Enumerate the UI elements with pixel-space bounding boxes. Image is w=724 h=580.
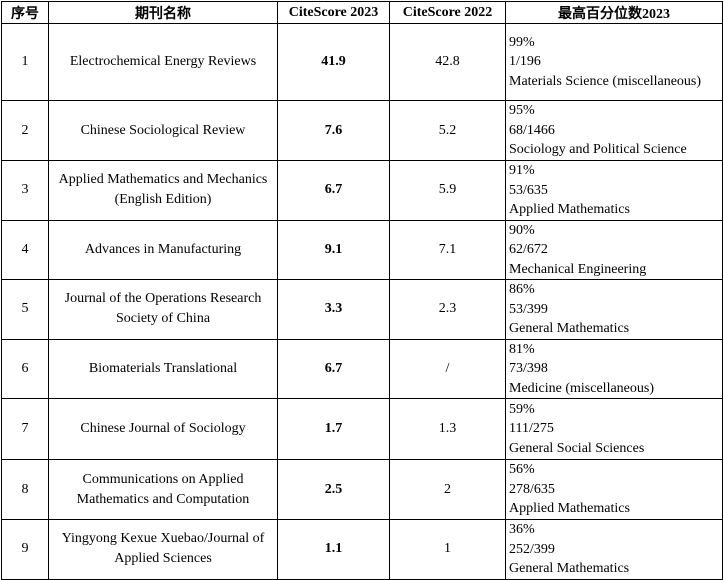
row-number: 5 — [1, 279, 49, 340]
percentile: 90% — [509, 222, 535, 238]
journal-name: Communications on Applied Mathematics an… — [48, 459, 278, 520]
rank: 68/1466 — [509, 122, 555, 138]
table-row: 5 Journal of the Operations Research Soc… — [1, 279, 723, 340]
citescore-2023: 6.7 — [277, 160, 390, 221]
percentile-cell: 90% 62/672 Mechanical Engineering — [505, 219, 723, 280]
row-number: 6 — [1, 338, 49, 399]
percentile: 99% — [509, 34, 535, 50]
citescore-2023: 1.7 — [277, 398, 390, 460]
subject-field: General Mathematics — [509, 561, 630, 576]
header-cs2022: CiteScore 2022 — [389, 1, 506, 24]
row-number: 3 — [1, 160, 49, 221]
percentile-cell: 99% 1/196 Materials Science (miscellaneous… — [505, 23, 723, 101]
subject-field: Applied Mathematics — [509, 501, 630, 517]
subject-field: Medicine (miscellaneous) — [509, 380, 655, 396]
percentile: 86% — [509, 282, 535, 297]
row-number: 8 — [1, 459, 49, 520]
rank: 111/275 — [509, 421, 554, 437]
percentile-cell: 36% 252/399 General Mathematics — [505, 519, 723, 580]
percentile-cell: 81% 73/398 Medicine (miscellaneous) — [505, 338, 723, 399]
citescore-2022: / — [389, 338, 506, 399]
subject-field: General Social Sciences — [509, 440, 645, 456]
table-row: 1 Electrochemical Energy Reviews 41.9 42… — [1, 23, 723, 101]
rank: 53/399 — [509, 301, 548, 317]
journal-name: Chinese Sociological Review — [48, 100, 278, 161]
rank: 278/635 — [509, 481, 555, 497]
percentile-cell: 59% 111/275 General Social Sciences — [505, 398, 723, 460]
rank: 73/398 — [509, 361, 548, 376]
journal-name: Journal of the Operations Research Socie… — [48, 279, 278, 340]
citescore-2022: 1.3 — [389, 398, 506, 460]
citescore-2023: 7.6 — [277, 100, 390, 161]
subject-field: General Mathematics — [509, 321, 630, 336]
citescore-2023: 41.9 — [277, 23, 390, 101]
row-number: 7 — [1, 398, 49, 460]
percentile-cell: 56% 278/635 Applied Mathematics — [505, 459, 723, 520]
rank: 252/399 — [509, 541, 555, 557]
header-journal: 期刊名称 — [48, 1, 278, 24]
percentile: 95% — [509, 103, 535, 119]
citescore-2023: 3.3 — [277, 279, 390, 340]
header-cs2023: CiteScore 2023 — [277, 1, 390, 24]
table-row: 6 Biomaterials Translational 6.7 / 81% 73… — [1, 338, 723, 399]
citescore-2022: 2.3 — [389, 279, 506, 340]
percentile-cell: 91% 53/635 Applied Mathematics — [505, 160, 723, 221]
table-row: 7 Chinese Journal of Sociology 1.7 1.3 5… — [1, 398, 723, 460]
journal-name: Electrochemical Energy Reviews — [48, 23, 278, 101]
row-number: 4 — [1, 219, 49, 280]
citescore-2022: 5.9 — [389, 160, 506, 221]
header-percentile: 最高百分位数2023 — [505, 1, 723, 24]
citescore-2022: 7.1 — [389, 219, 506, 280]
citescore-2023: 6.7 — [277, 338, 390, 399]
percentile: 56% — [509, 462, 535, 478]
subject-field: Applied Mathematics — [509, 202, 630, 217]
percentile: 91% — [509, 163, 535, 178]
percentile: 59% — [509, 401, 535, 417]
row-number: 2 — [1, 100, 49, 161]
citescore-2022: 5.2 — [389, 100, 506, 161]
journal-name: Biomaterials Translational — [48, 338, 278, 399]
rank: 62/672 — [509, 242, 548, 257]
journal-name: Yingyong Kexue Xuebao/Journal of Applied… — [48, 519, 278, 580]
percentile-cell: 95% 68/1466 Sociology and Political Scienc… — [505, 100, 723, 161]
table-row: 4 Advances in Manufacturing 9.1 7.1 90% 6… — [1, 219, 723, 280]
percentile-cell: 86% 53/399 General Mathematics — [505, 279, 723, 340]
citescore-2023: 2.5 — [277, 459, 390, 520]
citescore-2022: 42.8 — [389, 23, 506, 101]
citescore-2023: 1.1 — [277, 519, 390, 580]
header-row: 序号 期刊名称 CiteScore 2023 CiteScore 2022 最高… — [1, 1, 723, 24]
citescore-2022: 1 — [389, 519, 506, 580]
citescore-2023: 9.1 — [277, 219, 390, 280]
header-no: 序号 — [1, 1, 49, 24]
percentile: 81% — [509, 341, 535, 357]
rank: 1/196 — [509, 54, 541, 70]
journal-name: Applied Mathematics and Mechanics (Engli… — [48, 160, 278, 221]
rank: 53/635 — [509, 182, 548, 198]
journal-name: Chinese Journal of Sociology — [48, 398, 278, 460]
citescore-2022: 2 — [389, 459, 506, 520]
subject-field: Sociology and Political Science — [509, 142, 687, 158]
table-row: 3 Applied Mathematics and Mechanics (Eng… — [1, 160, 723, 221]
table-row: 9 Yingyong Kexue Xuebao/Journal of Appli… — [1, 519, 723, 580]
row-number: 1 — [1, 23, 49, 101]
subject-field: Mechanical Engineering — [509, 261, 647, 277]
subject-field: Materials Science (miscellaneous) — [509, 73, 702, 89]
journal-name: Advances in Manufacturing — [48, 219, 278, 280]
table-row: 2 Chinese Sociological Review 7.6 5.2 95… — [1, 100, 723, 161]
row-number: 9 — [1, 519, 49, 580]
percentile: 36% — [509, 522, 535, 537]
table-row: 8 Communications on Applied Mathematics … — [1, 459, 723, 520]
